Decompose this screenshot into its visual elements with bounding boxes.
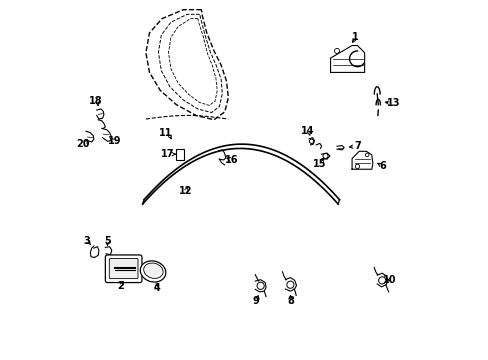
Text: 6: 6 <box>379 161 386 171</box>
Text: 4: 4 <box>153 283 160 293</box>
Text: 18: 18 <box>89 96 102 106</box>
FancyBboxPatch shape <box>176 149 184 160</box>
Text: 13: 13 <box>386 98 400 108</box>
Text: 2: 2 <box>117 281 124 291</box>
Text: 7: 7 <box>354 141 361 151</box>
Polygon shape <box>351 151 372 169</box>
Text: 19: 19 <box>108 136 121 145</box>
FancyBboxPatch shape <box>109 258 138 279</box>
Text: 1: 1 <box>351 32 358 41</box>
Text: 9: 9 <box>252 296 259 306</box>
Text: 11: 11 <box>159 129 172 138</box>
Ellipse shape <box>143 263 163 278</box>
Text: 8: 8 <box>286 296 293 306</box>
Text: 16: 16 <box>225 155 238 165</box>
Text: 3: 3 <box>83 236 90 246</box>
FancyBboxPatch shape <box>105 255 142 283</box>
Text: 10: 10 <box>383 275 396 285</box>
Text: 5: 5 <box>104 236 111 246</box>
Text: 14: 14 <box>300 126 314 135</box>
Text: 20: 20 <box>76 139 90 149</box>
Ellipse shape <box>140 261 165 282</box>
Text: 15: 15 <box>312 159 326 169</box>
Text: 12: 12 <box>178 186 192 197</box>
Text: 17: 17 <box>161 149 174 159</box>
